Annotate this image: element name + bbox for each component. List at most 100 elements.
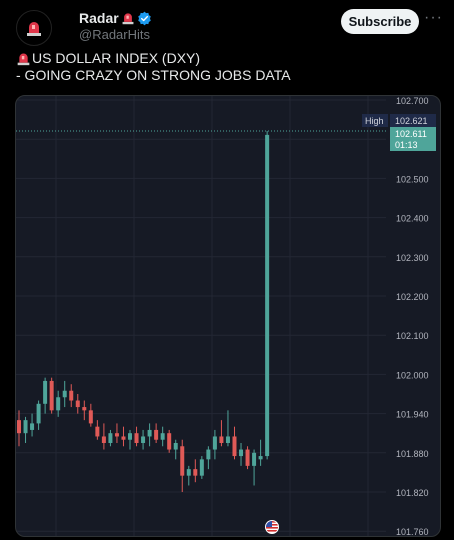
verified-badge-icon bbox=[137, 11, 151, 25]
candle-body bbox=[199, 459, 204, 476]
candle-body bbox=[108, 433, 113, 443]
avatar[interactable] bbox=[16, 10, 52, 46]
y-axis-tick-label: 102.400 bbox=[396, 214, 429, 224]
post-text-line-1: US DOLLAR INDEX (DXY) bbox=[16, 50, 436, 67]
candle bbox=[225, 410, 230, 447]
candle-body bbox=[173, 443, 178, 450]
candle-body bbox=[88, 410, 93, 424]
last-price-box bbox=[390, 127, 436, 151]
y-axis: 102.700102.600102.500102.400102.300102.2… bbox=[396, 96, 429, 536]
candle-body bbox=[212, 436, 217, 450]
chart-grid bbox=[16, 96, 386, 536]
post-text-line-1-text: US DOLLAR INDEX (DXY) bbox=[32, 50, 201, 66]
candle bbox=[206, 446, 211, 470]
price-chart: 102.700102.600102.500102.400102.300102.2… bbox=[16, 96, 436, 536]
candle-body bbox=[245, 449, 250, 466]
high-value: 102.621 bbox=[395, 116, 428, 126]
y-axis-tick-label: 101.880 bbox=[396, 449, 429, 459]
more-options-icon[interactable]: ··· bbox=[424, 9, 443, 26]
candle bbox=[186, 465, 191, 486]
candle-body bbox=[147, 429, 152, 437]
subscribe-button[interactable]: Subscribe bbox=[341, 9, 419, 34]
siren-icon bbox=[17, 53, 30, 66]
candle bbox=[173, 439, 178, 460]
candle-body bbox=[23, 420, 28, 434]
candle bbox=[49, 377, 54, 414]
candle bbox=[62, 380, 67, 408]
candle bbox=[69, 384, 74, 408]
candle-body bbox=[17, 420, 21, 434]
candle bbox=[180, 439, 185, 492]
candle bbox=[36, 400, 41, 430]
candle bbox=[147, 423, 152, 447]
candle bbox=[154, 423, 159, 443]
candle bbox=[141, 429, 146, 450]
candle-body bbox=[56, 397, 61, 411]
candle bbox=[17, 410, 21, 447]
candle bbox=[128, 429, 133, 450]
post-header: Radar @RadarHits Subscribe ··· bbox=[0, 0, 454, 48]
candle bbox=[75, 394, 80, 414]
candle-body bbox=[101, 436, 106, 443]
candle-body bbox=[49, 380, 54, 411]
candle bbox=[252, 449, 257, 486]
candle bbox=[239, 443, 244, 466]
candle bbox=[121, 426, 126, 447]
high-label: High bbox=[365, 116, 384, 126]
y-axis-tick-label: 101.940 bbox=[396, 410, 429, 420]
candle bbox=[212, 429, 217, 460]
candle bbox=[258, 439, 263, 466]
post-text-line-2: - GOING CRAZY ON STRONG JOBS DATA bbox=[16, 67, 436, 84]
candle bbox=[82, 400, 87, 421]
us-flag-icon bbox=[265, 520, 279, 534]
candle-body bbox=[258, 456, 263, 460]
candle-body bbox=[75, 400, 80, 408]
siren-icon bbox=[122, 13, 134, 25]
candle-body bbox=[252, 452, 257, 466]
candle-body bbox=[206, 449, 211, 460]
countdown: 01:13 bbox=[395, 140, 418, 150]
high-label-box bbox=[362, 114, 388, 127]
candle-body bbox=[167, 433, 172, 450]
candle-body bbox=[239, 449, 244, 457]
candle bbox=[232, 426, 237, 460]
candle bbox=[108, 429, 113, 447]
candle bbox=[160, 426, 165, 447]
candle bbox=[101, 423, 106, 450]
candle-body bbox=[121, 436, 126, 440]
candle-body bbox=[141, 436, 146, 443]
candle-body bbox=[43, 380, 48, 404]
author-name-text[interactable]: Radar bbox=[79, 10, 119, 26]
candle bbox=[245, 446, 250, 470]
candle-body bbox=[180, 446, 185, 476]
y-axis-tick-label: 102.100 bbox=[396, 331, 429, 341]
y-axis-tick-label: 102.500 bbox=[396, 174, 429, 184]
y-axis-tick-label: 101.820 bbox=[396, 488, 429, 498]
candle-body bbox=[154, 429, 159, 440]
candle bbox=[43, 377, 48, 414]
candle bbox=[114, 423, 119, 443]
candle-body bbox=[114, 433, 119, 437]
candle bbox=[167, 429, 172, 453]
candle-body bbox=[193, 469, 198, 476]
candle-body bbox=[232, 436, 237, 457]
candle bbox=[56, 390, 61, 417]
candle bbox=[265, 130, 270, 460]
candle-body bbox=[160, 433, 165, 440]
author-handle[interactable]: @RadarHits bbox=[79, 27, 150, 42]
candle-body bbox=[219, 436, 224, 443]
candle-body bbox=[186, 469, 191, 476]
candles bbox=[17, 130, 270, 492]
post-text: US DOLLAR INDEX (DXY) - GOING CRAZY ON S… bbox=[16, 50, 436, 84]
chart-image[interactable]: 102.700102.600102.500102.400102.300102.2… bbox=[15, 95, 441, 537]
candle bbox=[88, 403, 93, 427]
last-price: 102.611 bbox=[395, 129, 427, 139]
candle bbox=[219, 420, 224, 447]
high-value-box bbox=[390, 114, 436, 127]
candle-body bbox=[128, 433, 133, 440]
y-axis-tick-label: 102.000 bbox=[396, 370, 429, 380]
author-name[interactable]: Radar bbox=[79, 10, 152, 26]
candle-body bbox=[36, 403, 41, 424]
candle bbox=[193, 459, 198, 483]
candle-body bbox=[134, 433, 139, 443]
